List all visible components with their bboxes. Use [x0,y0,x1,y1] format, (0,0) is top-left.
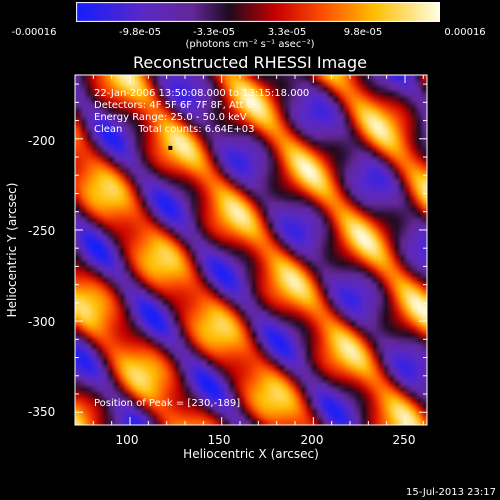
colorbar [76,2,440,22]
x-tick-label: 250 [392,433,416,447]
colorbar-tick-label: 9.8e-05 [343,27,383,38]
info-detectors: Detectors: 4F 5F 6F 7F 8F, Att 0 [94,100,254,111]
y-tick-label: -350 [28,405,56,419]
heatmap-image [75,75,427,425]
info-energy-range: Energy Range: 25.0 - 50.0 keV [94,112,247,123]
chart-title: Reconstructed RHESSI Image [133,53,367,72]
axis-ticks [75,75,427,425]
peak-marker [168,145,173,150]
x-tick-label: 200 [300,433,324,447]
colorbar-tick-label: 0.00016 [444,27,486,38]
peak-position-label: Position of Peak = [230,-189] [94,398,241,409]
y-tick-label: -300 [28,315,56,329]
y-tick-label: -250 [28,224,56,238]
info-time-range: 22-Jan-2006 13:50:08.000 to 13:15:18.000 [94,88,310,99]
plot-frame [74,74,428,426]
info-total-counts: Clean Total counts: 6.64E+03 [94,124,255,135]
y-tick-label: -200 [28,134,56,148]
timestamp: 15-Jul-2013 23:17 [405,487,496,498]
colorbar-units-label: (photons cm⁻² s⁻¹ asec⁻²) [185,39,315,50]
x-tick-label: 100 [115,433,139,447]
y-axis-label: Heliocentric Y (arcsec) [5,182,19,318]
colorbar-tick-label: -9.8e-05 [119,27,161,38]
colorbar-tick-label: 3.3e-05 [267,27,307,38]
colorbar-tick-label: -3.3e-05 [193,27,235,38]
colorbar-tick-label: -0.00016 [11,27,57,38]
x-axis-label: Heliocentric X (arcsec) [183,447,319,461]
x-tick-label: 150 [207,433,231,447]
